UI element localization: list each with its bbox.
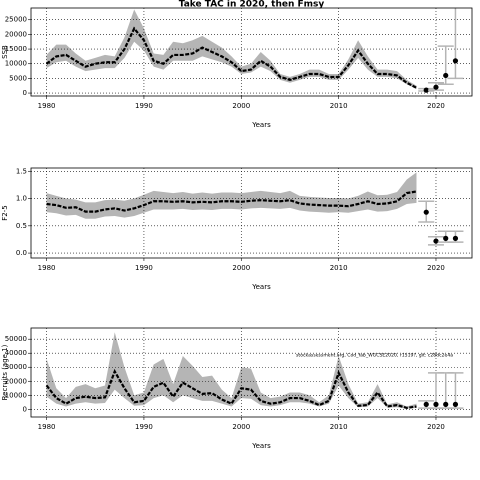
plot-frame: [30, 167, 473, 259]
forecast-point: [433, 84, 439, 90]
x-tick-label: 2020: [427, 102, 445, 110]
x-axis-label: Years: [251, 121, 271, 129]
plot-area: [31, 8, 472, 96]
estimate-line: [45, 368, 417, 410]
y-axis-label: SSB: [1, 45, 9, 59]
plot-area: [31, 168, 472, 258]
y-axis-label: Recruits (age 1): [1, 344, 9, 400]
y-tick-label: 20000: [5, 377, 27, 385]
forecast-point: [433, 401, 439, 407]
x-tick-label: 2000: [232, 264, 250, 272]
forecast-point: [423, 401, 429, 407]
chart-title: Take TAC in 2020, then Fmsy: [179, 0, 325, 10]
x-tick-label: 2000: [232, 102, 250, 110]
forecast-point: [452, 235, 459, 241]
y-tick-label: 20000: [5, 30, 27, 38]
x-tick-label: 1980: [38, 423, 56, 431]
y-tick-label: 0.0: [16, 249, 27, 257]
y-tick-label: 15000: [5, 45, 27, 53]
annotation: stockassessment.org, Cod_fab_WGCSE2020, …: [296, 353, 453, 359]
y-tick-label: 10000: [5, 60, 27, 68]
x-tick-label: 2010: [330, 102, 348, 110]
x-tick-label: 1980: [38, 264, 56, 272]
forecast-point: [423, 209, 429, 215]
estimate-line: [45, 26, 418, 89]
confidence-band: [46, 9, 417, 89]
y-tick-label: 0: [23, 89, 27, 97]
y-tick-label: 1.5: [16, 167, 27, 175]
y-axis-label: F2-5: [1, 205, 9, 220]
x-tick-label: 2010: [330, 423, 348, 431]
forecast-point: [443, 72, 449, 79]
confidence-band: [46, 332, 417, 409]
x-tick-label: 2000: [232, 423, 250, 431]
y-tick-label: 1.0: [16, 195, 27, 203]
y-tick-label: 30000: [5, 363, 27, 371]
y-tick-label: 50000: [5, 335, 27, 343]
confidence-band: [46, 172, 417, 219]
x-axis-label: Years: [251, 442, 271, 450]
x-tick-label: 2020: [427, 423, 445, 431]
plot-area: [31, 328, 472, 417]
y-tick-label: 0.5: [16, 222, 27, 230]
estimate-line: [46, 190, 417, 213]
y-tick-label: 0: [23, 405, 27, 413]
x-tick-label: 1990: [135, 423, 153, 431]
x-tick-label: 1990: [135, 102, 153, 110]
y-tick-label: 25000: [5, 16, 27, 24]
forecast-point: [452, 58, 459, 64]
y-tick-label: 40000: [5, 349, 27, 357]
x-tick-label: 2010: [330, 264, 348, 272]
x-tick-label: 2020: [427, 264, 445, 272]
x-tick-label: 1990: [135, 264, 153, 272]
plot-frame: [30, 327, 473, 418]
forecast-point: [433, 238, 439, 244]
forecast-point: [443, 235, 449, 241]
plot-frame: [30, 7, 473, 97]
forecast-point: [452, 401, 459, 407]
forecast-point: [443, 401, 449, 407]
y-tick-label: 10000: [5, 391, 27, 399]
x-axis-label: Years: [251, 283, 271, 291]
x-tick-label: 1980: [38, 102, 56, 110]
forecast-point: [423, 87, 429, 93]
y-tick-label: 5000: [9, 74, 27, 82]
